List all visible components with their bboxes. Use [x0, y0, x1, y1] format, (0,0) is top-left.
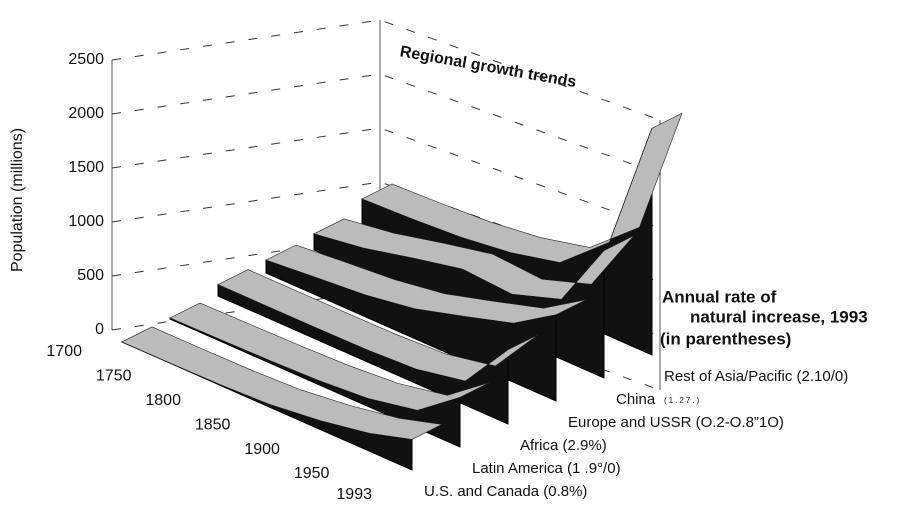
legend-rate: (1.27.) — [664, 396, 701, 405]
legend-title: natural increase, 1993 — [690, 307, 868, 326]
y-tick-label: 2000 — [68, 105, 104, 122]
legend-label: Africa (2.9%) — [520, 437, 607, 454]
legend-label: U.S. and Canada (0.8%) — [424, 483, 587, 500]
y-tick-label: 2500 — [68, 51, 104, 68]
grid-line — [111, 19, 661, 121]
x-tick-label: 1800 — [145, 392, 181, 409]
y-tick-label: 0 — [95, 321, 104, 338]
legend-label: China — [616, 391, 656, 408]
x-tick-label: 1993 — [336, 486, 372, 503]
legend-title: (in parentheses) — [660, 329, 791, 348]
legend-label: Rest of Asia/Pacific (2.10/0) — [664, 368, 848, 385]
chart-title: Regional growth trends — [399, 43, 578, 91]
x-tick-label: 1850 — [195, 416, 231, 433]
x-tick-label: 1750 — [96, 368, 132, 385]
ribbon-top — [361, 112, 683, 263]
ribbon-top — [313, 218, 635, 300]
legend-title: Annual rate of — [662, 287, 777, 306]
y-tick-label: 1000 — [68, 213, 104, 230]
grid-line — [111, 73, 661, 175]
x-tick-label: 1950 — [294, 465, 330, 482]
legend-label: Latin America (1 .9°/0) — [472, 460, 621, 477]
x-tick-label: 1700 — [46, 343, 82, 360]
legend-label: Europe and USSR (O.2-O.8”1O) — [568, 414, 784, 431]
ribbon-top — [265, 244, 587, 324]
ribbon-top — [121, 326, 443, 440]
ribbon-top — [217, 269, 539, 382]
ribbon-top — [169, 302, 491, 411]
y-tick-label: 1500 — [68, 159, 104, 176]
y-axis-label: Population (millions) — [9, 128, 26, 272]
y-tick-label: 500 — [77, 267, 104, 284]
x-tick-label: 1900 — [244, 441, 280, 458]
